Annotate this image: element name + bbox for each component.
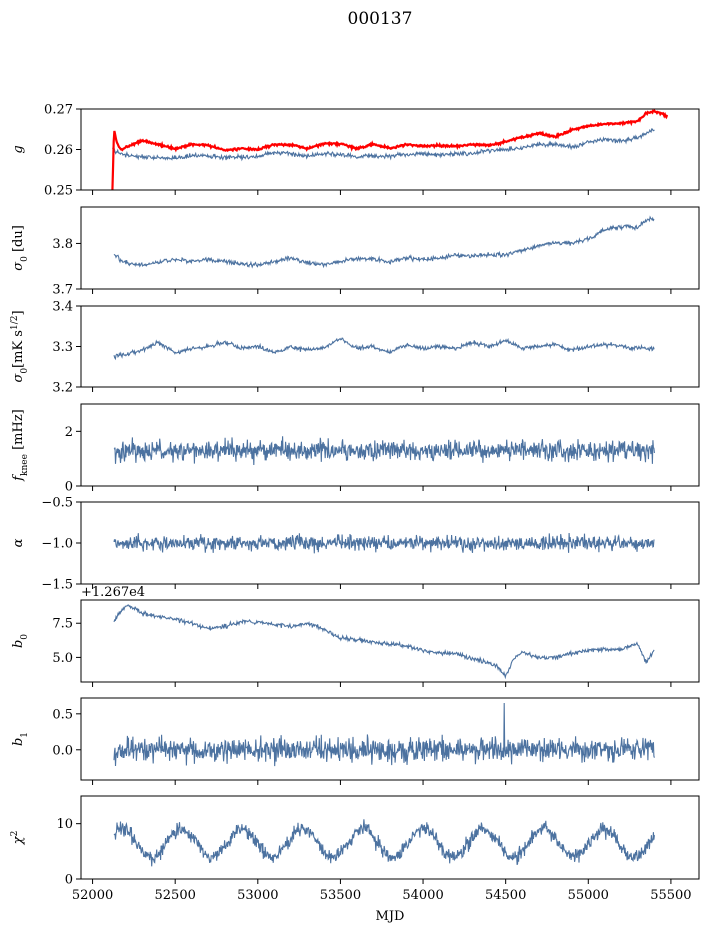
offset-label: +1.267e4 — [81, 585, 145, 600]
axes-frame — [80, 795, 700, 880]
y-tick-label: −1.0 — [41, 537, 73, 552]
series-line-fknee-main — [113, 436, 655, 466]
axes-frame — [80, 206, 700, 290]
x-axis-label: MJD — [376, 909, 405, 924]
series-line-g-fit — [111, 128, 655, 162]
y-tick-label: 10 — [56, 817, 73, 832]
y-axis-label: b1 — [11, 732, 30, 746]
x-tick-label: 52500 — [155, 888, 196, 903]
y-tick-label: 0.5 — [52, 707, 73, 722]
series-line-sigma0-du-main — [113, 215, 655, 269]
x-tick-label: 55000 — [568, 888, 609, 903]
y-tick-label: 0 — [65, 873, 73, 888]
series-line-chi2-main — [113, 819, 655, 867]
x-tick-label: 54000 — [402, 888, 443, 903]
x-tick-label: 53000 — [237, 888, 278, 903]
y-tick-label: 2 — [65, 425, 73, 440]
x-tick-label: 52000 — [72, 888, 113, 903]
y-tick-label: −1.5 — [41, 578, 73, 593]
y-axis-label: fknee [mHz] — [11, 409, 30, 482]
panel-alpha: −1.5 −1.0 −0.5 α — [11, 496, 700, 593]
x-tick-label: 54500 — [485, 888, 526, 903]
panel-fknee: 0 2 fknee [mHz] — [11, 403, 700, 495]
series-line-g-raw — [111, 109, 669, 190]
panel-sigma0-du: 3.7 3.8 σ0 [du] — [11, 206, 700, 298]
y-tick-label: 3.2 — [52, 381, 73, 396]
y-tick-label: 0.26 — [44, 143, 73, 158]
y-tick-label: 0.0 — [52, 743, 73, 758]
y-tick-label: 3.3 — [52, 340, 73, 355]
y-tick-label: 0.27 — [44, 103, 73, 118]
x-tick-label: 53500 — [320, 888, 361, 903]
figure-title: 000137 — [348, 9, 413, 29]
y-tick-label: 5.0 — [52, 651, 73, 666]
y-tick-label: 0 — [65, 480, 73, 495]
y-tick-label: 7.5 — [52, 617, 73, 632]
y-axis-label: g — [11, 145, 26, 153]
axes-frame — [80, 599, 700, 683]
y-axis-label: σ0 [du] — [11, 225, 30, 271]
y-axis-label: χ2 — [10, 831, 26, 846]
axes-frame — [80, 697, 700, 781]
panels: 0.25 0.26 0.27 g 3.7 3.8 σ0 [du] 3.2 3.3 3.4 σ0[mK… — [10, 103, 700, 924]
panel-sigma0-mks: 3.2 3.3 3.4 σ0[mK s1/2] — [10, 300, 700, 396]
y-tick-label: −0.5 — [41, 496, 73, 511]
panel-chi2: 0 10 52000 52500 53000 53500 54000 54500 55000 55… — [10, 795, 700, 924]
y-axis-label: α — [11, 538, 26, 547]
y-tick-label: 3.7 — [52, 283, 73, 298]
y-axis-label: σ0[mK s1/2] — [10, 310, 30, 382]
panel-g: 0.25 0.26 0.27 g — [11, 103, 700, 199]
axes-frame — [80, 403, 700, 487]
x-tick-label: 55500 — [650, 888, 691, 903]
series-line-sigma0-mks-main — [113, 337, 655, 361]
series-line-b0-main — [113, 604, 655, 680]
y-tick-label: 0.25 — [44, 184, 73, 199]
y-axis-label: b0 — [11, 634, 30, 648]
y-tick-label: 3.8 — [52, 237, 73, 252]
series-line-b1-main — [113, 702, 655, 767]
panel-b1: 0.0 0.5 b1 — [11, 697, 700, 785]
y-tick-label: 3.4 — [52, 300, 73, 315]
series-line-alpha-main — [113, 532, 655, 554]
panel-b0: 5.0 7.5 b0 +1.267e4 — [11, 585, 700, 687]
